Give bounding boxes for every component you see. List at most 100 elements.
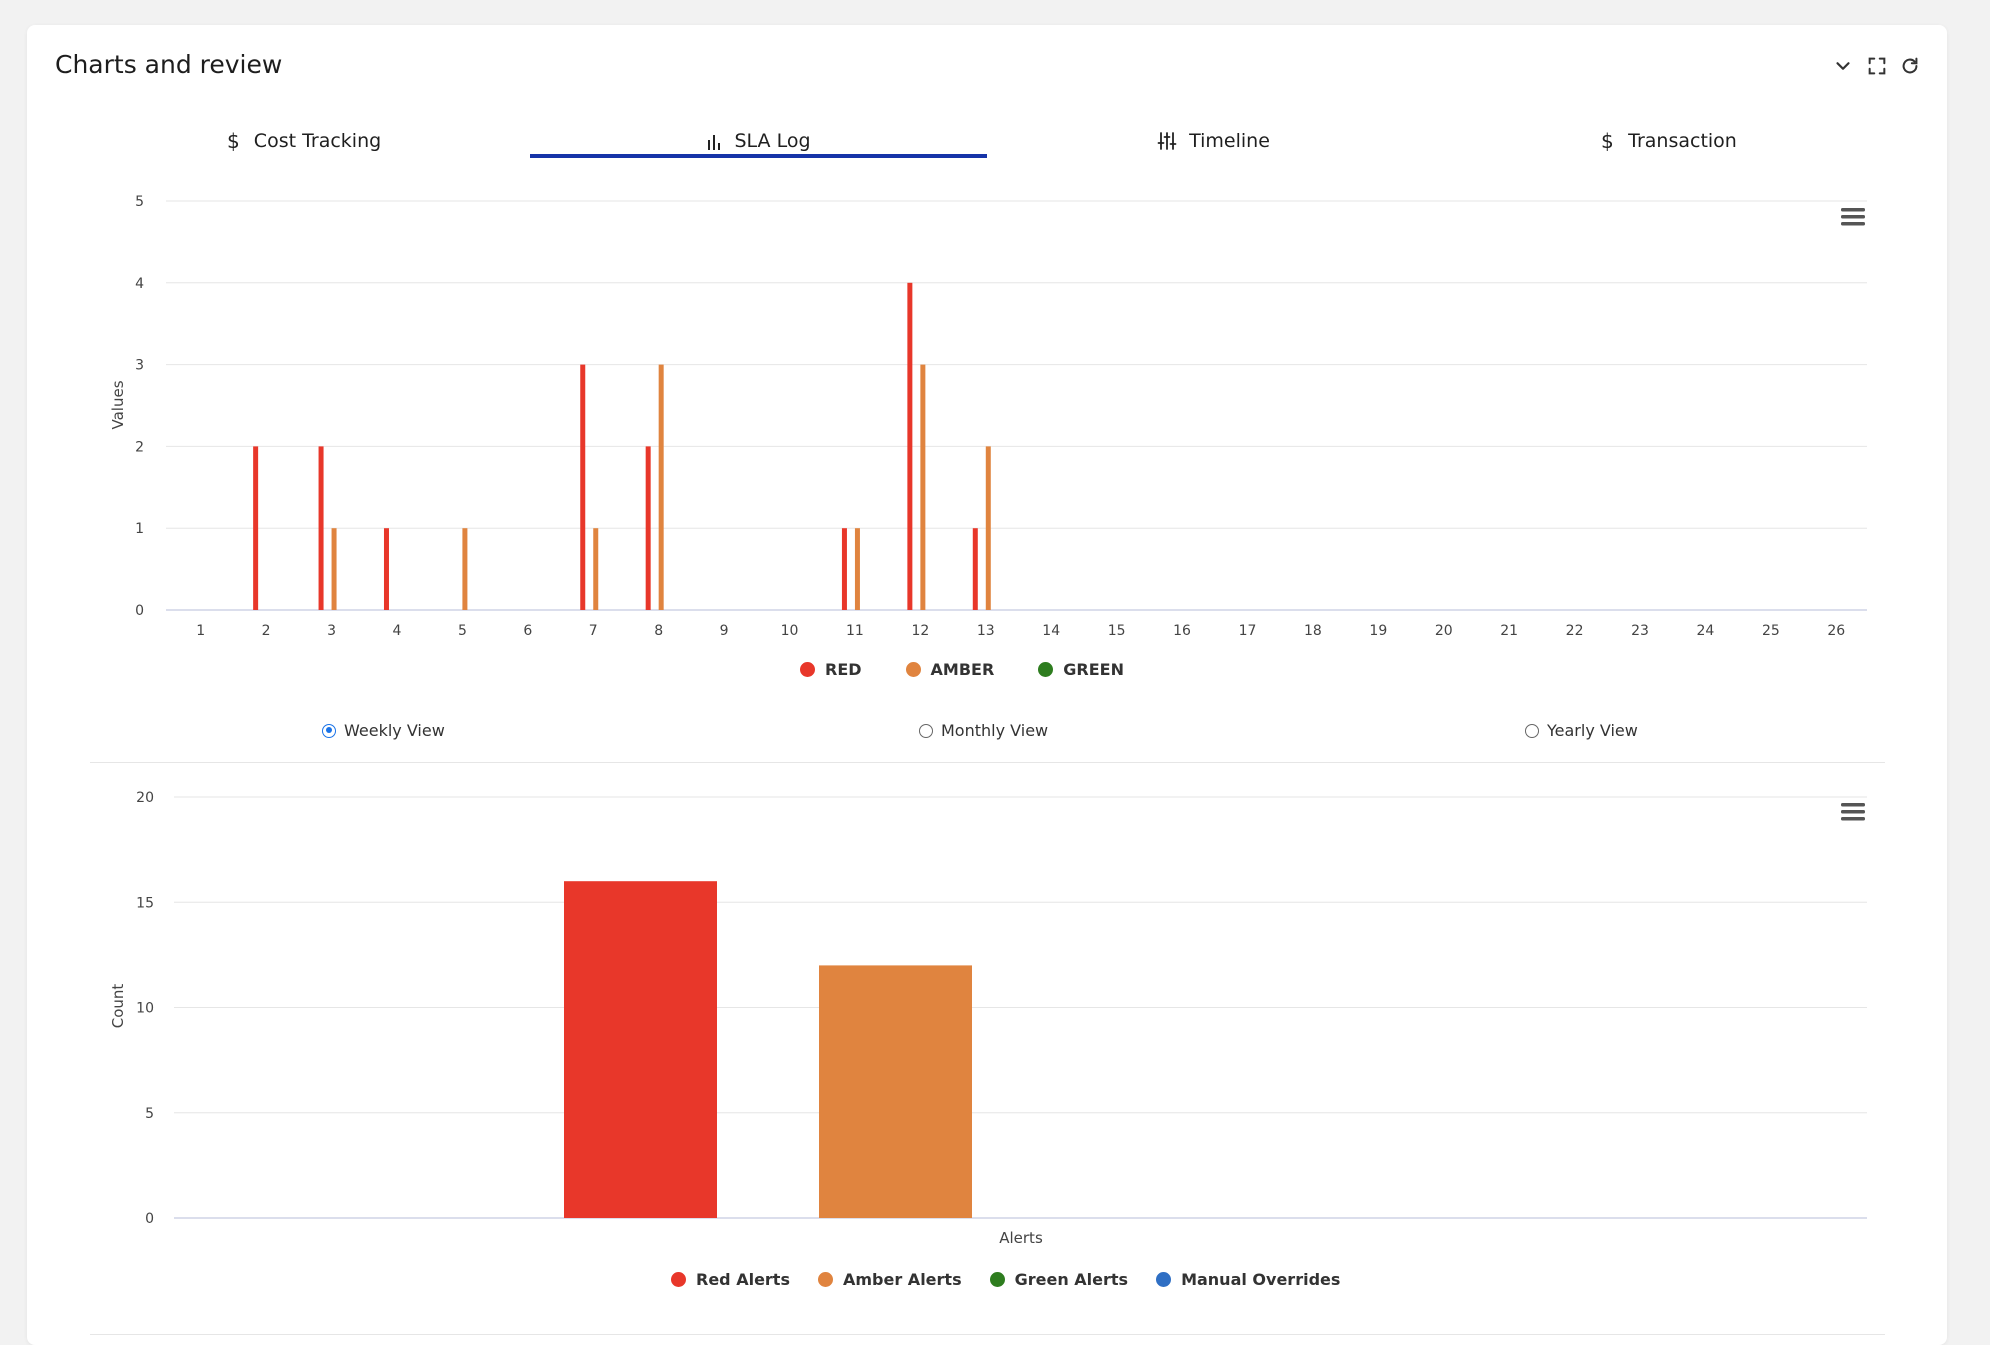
bar [462,528,468,610]
charts-card [27,25,1947,1345]
x-tick-label: 18 [1304,623,1322,639]
tab-label: Timeline [1189,130,1270,152]
radio-button[interactable] [1525,723,1539,738]
x-tick-label: 19 [1369,623,1387,639]
section-divider [90,1334,1885,1335]
green-dot-icon [989,1272,1005,1287]
section-divider [90,762,1885,763]
x-tick-label: 12 [911,623,929,639]
expand-icon[interactable] [1866,55,1890,79]
legend-label: AMBER [930,660,995,679]
x-tick-label: 15 [1108,623,1126,639]
bar [907,282,913,610]
legend-item-amber[interactable]: AMBER [905,660,995,679]
chart1-legend: RED AMBER GREEN [800,660,1168,679]
tab-sla-log[interactable]: SLA Log [530,120,987,162]
x-tick-label: 1 [196,623,205,639]
bar [383,528,389,610]
x-tick-label: 6 [523,623,532,639]
x-tick-label: 16 [1173,623,1191,639]
bar [253,446,259,610]
y-tick-label: 5 [135,194,144,210]
radio-weekly-view[interactable]: Weekly View [322,721,445,740]
bar [985,446,991,610]
legend-label: Red Alerts [696,1270,790,1289]
y-tick-label: 3 [135,358,144,374]
legend-item-green-alerts[interactable]: Green Alerts [989,1270,1129,1289]
y-tick-label: 1 [135,521,144,537]
chart-menu-icon[interactable] [1841,803,1865,825]
bar [972,528,978,610]
x-tick-label: 24 [1697,623,1715,639]
x-tick-label: 21 [1500,623,1518,639]
radio-label: Weekly View [344,721,445,740]
x-tick-label: 17 [1239,623,1257,639]
x-tick-label: 23 [1631,623,1649,639]
legend-item-amber-alerts[interactable]: Amber Alerts [817,1270,962,1289]
radio-button[interactable] [322,723,336,738]
legend-label: Green Alerts [1014,1270,1129,1289]
y-tick-label: 20 [136,790,154,806]
bar [580,364,586,610]
bar [593,528,599,610]
bar [658,364,664,610]
y-tick-label: 4 [135,276,144,292]
x-tick-label: 25 [1762,623,1780,639]
red-dot-icon [671,1272,686,1287]
legend-item-manual-overrides[interactable]: Manual Overrides [1156,1270,1340,1289]
y-tick-label: 2 [135,439,144,455]
y-tick-label: 10 [136,1001,154,1017]
x-tick-label: 26 [1827,623,1845,639]
x-tick-label: 5 [458,623,467,639]
bar [331,528,337,610]
radio-label: Yearly View [1547,721,1638,740]
x-tick-label: 3 [327,623,336,639]
bar [645,446,651,610]
legend-item-green[interactable]: GREEN [1038,660,1124,679]
red-dot-icon [800,662,815,677]
dollar-icon: $ [226,130,242,152]
y-tick-label: 0 [135,603,144,619]
tab-transaction[interactable]: $ Transaction [1440,120,1897,162]
tab-label: SLA Log [734,130,811,152]
x-tick-label: 8 [654,623,663,639]
radio-button[interactable] [919,723,933,738]
tab-cost-tracking[interactable]: $ Cost Tracking [75,120,532,162]
y-axis-title: Count [109,984,127,1029]
x-tick-label: 14 [1042,623,1060,639]
x-tick-label: 4 [393,623,402,639]
radio-monthly-view[interactable]: Monthly View [919,721,1048,740]
refresh-icon[interactable] [1899,55,1923,79]
x-axis-title: Alerts [999,1229,1043,1247]
x-tick-label: 11 [846,623,864,639]
amber-dot-icon [905,662,921,677]
x-tick-label: 13 [977,623,995,639]
x-tick-label: 9 [720,623,729,639]
bar [841,528,847,610]
bar [318,446,324,610]
legend-label: GREEN [1063,660,1124,679]
chart-menu-icon[interactable] [1841,208,1865,230]
y-tick-label: 0 [145,1211,154,1227]
x-tick-label: 20 [1435,623,1453,639]
legend-label: RED [825,660,862,679]
bar [854,528,860,610]
sliders-icon [1157,131,1177,151]
chevron-down-icon[interactable] [1832,55,1856,79]
radio-yearly-view[interactable]: Yearly View [1525,721,1638,740]
y-axis-title: Values [109,380,127,429]
card-title: Charts and review [55,50,283,79]
x-tick-label: 7 [589,623,598,639]
tab-bar: $ Cost Tracking SLA Log Timeline $ Trans… [75,120,1885,162]
bar [819,965,972,1218]
legend-item-red-alerts[interactable]: Red Alerts [671,1270,790,1289]
legend-label: Amber Alerts [842,1270,962,1289]
legend-item-red[interactable]: RED [800,660,862,679]
tab-timeline[interactable]: Timeline [985,120,1442,162]
x-tick-label: 2 [262,623,271,639]
y-tick-label: 15 [136,895,154,911]
green-dot-icon [1038,662,1054,677]
legend-label: Manual Overrides [1181,1270,1341,1289]
amber-dot-icon [817,1272,833,1287]
